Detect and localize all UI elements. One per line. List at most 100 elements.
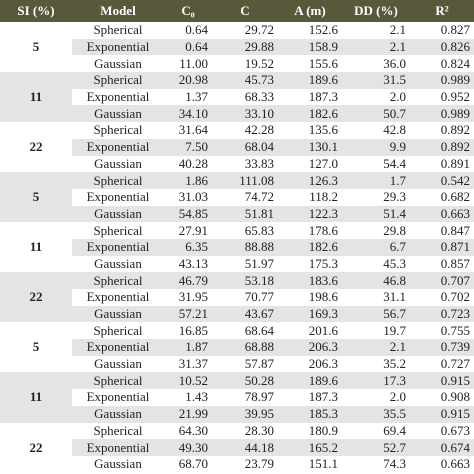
value-cell: 0.908 — [410, 389, 474, 406]
value-cell: 0.847 — [410, 222, 474, 239]
value-cell: 182.6 — [278, 238, 342, 256]
si-cell: 5 — [0, 322, 72, 373]
value-cell: 68.33 — [212, 88, 278, 106]
model-cell: Exponential — [72, 238, 164, 256]
value-cell: 6.35 — [164, 238, 212, 256]
header-cell: C₀ — [164, 0, 212, 22]
value-cell: 183.6 — [278, 272, 342, 289]
model-cell: Spherical — [72, 322, 164, 340]
value-cell: 189.6 — [278, 372, 342, 390]
header-cell: R² — [410, 0, 474, 22]
table-row: Gaussian 57.21 43.67 169.3 56.7 0.723 — [0, 305, 474, 323]
value-cell: 16.85 — [164, 322, 212, 340]
value-cell: 45.73 — [212, 72, 278, 89]
value-cell: 0.891 — [410, 155, 474, 173]
model-cell: Spherical — [72, 22, 164, 39]
table-row: Gaussian 21.99 39.95 185.3 35.5 0.915 — [0, 405, 474, 423]
table-row: Exponential 6.35 88.88 182.6 6.7 0.871 — [0, 238, 474, 256]
value-cell: 1.7 — [342, 172, 410, 189]
value-cell: 127.0 — [278, 155, 342, 173]
value-cell: 118.2 — [278, 188, 342, 206]
value-cell: 187.3 — [278, 389, 342, 406]
si-cell: 22 — [0, 272, 72, 323]
value-cell: 49.30 — [164, 439, 212, 456]
value-cell: 33.83 — [212, 155, 278, 173]
value-cell: 7.50 — [164, 138, 212, 156]
table-row: Exponential 0.64 29.88 158.9 2.1 0.826 — [0, 38, 474, 56]
table-row: Gaussian 43.13 51.97 175.3 45.3 0.857 — [0, 255, 474, 273]
value-cell: 31.64 — [164, 122, 212, 139]
value-cell: 122.3 — [278, 205, 342, 223]
header-cell: SI (%) — [0, 0, 72, 22]
value-cell: 46.8 — [342, 272, 410, 289]
value-cell: 57.87 — [212, 355, 278, 373]
value-cell: 54.85 — [164, 205, 212, 223]
value-cell: 0.739 — [410, 339, 474, 356]
model-cell: Gaussian — [72, 305, 164, 323]
value-cell: 0.892 — [410, 122, 474, 139]
value-cell: 28.30 — [212, 422, 278, 440]
table-row: 5 Spherical 0.64 29.72 152.6 2.1 0.827 — [0, 22, 474, 73]
value-cell: 69.4 — [342, 422, 410, 440]
value-cell: 29.3 — [342, 188, 410, 206]
table-row: 11 Spherical 20.98 45.73 189.6 31.5 0.989 — [0, 72, 474, 123]
value-cell: 29.72 — [212, 22, 278, 39]
value-cell: 27.91 — [164, 222, 212, 239]
value-cell: 175.3 — [278, 255, 342, 273]
value-cell: 187.3 — [278, 88, 342, 106]
value-cell: 0.707 — [410, 272, 474, 289]
value-cell: 0.663 — [410, 455, 474, 473]
table-row: Gaussian 34.10 33.10 182.6 50.7 0.989 — [0, 105, 474, 123]
value-cell: 35.2 — [342, 355, 410, 373]
model-cell: Gaussian — [72, 355, 164, 373]
model-cell: Exponential — [72, 38, 164, 56]
value-cell: 1.37 — [164, 88, 212, 106]
value-cell: 126.3 — [278, 172, 342, 189]
table-row: Exponential 1.37 68.33 187.3 2.0 0.952 — [0, 88, 474, 106]
si-cell: 11 — [0, 372, 72, 423]
value-cell: 165.2 — [278, 439, 342, 456]
value-cell: 0.952 — [410, 88, 474, 106]
table-row: 22 Spherical 64.30 28.30 180.9 69.4 0.673 — [0, 422, 474, 473]
value-cell: 51.81 — [212, 205, 278, 223]
value-cell: 151.1 — [278, 455, 342, 473]
value-cell: 0.674 — [410, 439, 474, 456]
value-cell: 31.03 — [164, 188, 212, 206]
value-cell: 158.9 — [278, 38, 342, 56]
value-cell: 52.7 — [342, 439, 410, 456]
model-cell: Spherical — [72, 272, 164, 289]
value-cell: 42.28 — [212, 122, 278, 139]
value-cell: 2.1 — [342, 22, 410, 39]
table-row: 22 Spherical 46.79 53.18 183.6 46.8 0.707 — [0, 272, 474, 323]
value-cell: 64.30 — [164, 422, 212, 440]
table-row: Gaussian 68.70 23.79 151.1 74.3 0.663 — [0, 455, 474, 473]
table-row: Gaussian 40.28 33.83 127.0 54.4 0.891 — [0, 155, 474, 173]
value-cell: 53.18 — [212, 272, 278, 289]
value-cell: 50.7 — [342, 105, 410, 123]
value-cell: 2.1 — [342, 339, 410, 356]
value-cell: 0.827 — [410, 22, 474, 39]
table-row: Gaussian 31.37 57.87 206.3 35.2 0.727 — [0, 355, 474, 373]
model-cell: Spherical — [72, 72, 164, 89]
value-cell: 0.64 — [164, 38, 212, 56]
value-cell: 70.77 — [212, 289, 278, 306]
value-cell: 130.1 — [278, 138, 342, 156]
value-cell: 11.00 — [164, 55, 212, 73]
value-cell: 0.915 — [410, 372, 474, 390]
value-cell: 57.21 — [164, 305, 212, 323]
model-cell: Spherical — [72, 222, 164, 239]
value-cell: 31.37 — [164, 355, 212, 373]
value-cell: 65.83 — [212, 222, 278, 239]
value-cell: 43.13 — [164, 255, 212, 273]
value-cell: 29.8 — [342, 222, 410, 239]
value-cell: 44.18 — [212, 439, 278, 456]
value-cell: 88.88 — [212, 238, 278, 256]
value-cell: 56.7 — [342, 305, 410, 323]
value-cell: 29.88 — [212, 38, 278, 56]
value-cell: 33.10 — [212, 105, 278, 123]
value-cell: 74.3 — [342, 455, 410, 473]
table-row: Exponential 31.95 70.77 198.6 31.1 0.702 — [0, 289, 474, 306]
value-cell: 0.826 — [410, 38, 474, 56]
